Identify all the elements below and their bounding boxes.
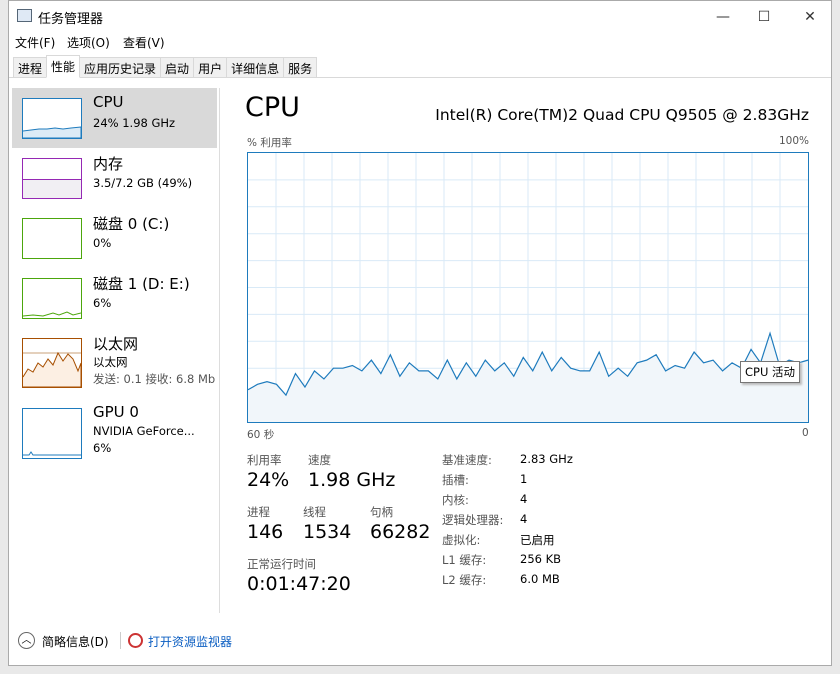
task-manager-icon — [17, 9, 32, 22]
cpu-thumbnail — [22, 98, 82, 139]
thread-label: 线程 — [303, 505, 326, 519]
sidebar-ethernet-sub: 以太网 — [93, 355, 128, 369]
resource-sidebar: CPU 24% 1.98 GHz 内存 3.5/7.2 GB (49%) 磁盘 … — [12, 88, 217, 459]
spec-value: 4 — [520, 512, 528, 526]
sidebar-cpu-name: CPU — [93, 93, 124, 111]
gpu-thumbnail — [22, 408, 82, 459]
uptime-label: 正常运行时间 — [247, 557, 316, 571]
tab-divider — [9, 77, 831, 78]
process-value: 146 — [247, 521, 284, 543]
spec-label: 逻辑处理器: — [442, 513, 504, 527]
speed-value: 1.98 GHz — [308, 469, 396, 491]
sidebar-gpu-sub: NVIDIA GeForce... — [93, 424, 195, 438]
memory-thumbnail — [22, 158, 82, 199]
spec-label: L1 缓存: — [442, 553, 487, 567]
uptime-value: 0:01:47:20 — [247, 573, 351, 595]
sidebar-item-cpu[interactable]: CPU 24% 1.98 GHz — [12, 88, 217, 148]
minimize-button[interactable]: — — [716, 9, 730, 25]
spec-label: 基准速度: — [442, 453, 492, 467]
tab-performance[interactable]: 性能 — [46, 55, 81, 78]
cpu-usage-area — [248, 333, 808, 422]
disk0-thumbnail — [22, 218, 82, 259]
menu-view[interactable]: 查看(V) — [123, 36, 165, 50]
menu-file[interactable]: 文件(F) — [15, 36, 56, 50]
pane-divider[interactable] — [219, 88, 220, 613]
sidebar-item-disk0[interactable]: 磁盘 0 (C:) 0% — [12, 208, 217, 268]
spec-row: L1 缓存: 256 KB — [442, 552, 561, 568]
tab-app-history[interactable]: 应用历史记录 — [79, 57, 162, 78]
tab-details[interactable]: 详细信息 — [226, 57, 285, 78]
spec-label: 内核: — [442, 493, 469, 507]
tab-bar: 进程 性能 应用历史记录 启动 用户 详细信息 服务 — [13, 55, 318, 78]
sidebar-ethernet-traffic: 发送: 0.1 接收: 6.8 Mb — [93, 372, 216, 386]
spec-row: 逻辑处理器: 4 — [442, 512, 527, 528]
tab-startup[interactable]: 启动 — [160, 57, 195, 78]
cpu-usage-chart — [247, 152, 809, 423]
spec-value: 4 — [520, 492, 528, 506]
ethernet-thumbnail — [22, 338, 82, 388]
tab-processes[interactable]: 进程 — [13, 57, 48, 78]
spec-value: 1 — [520, 472, 528, 486]
spec-value: 2.83 GHz — [520, 452, 573, 466]
cpu-usage-line — [247, 331, 809, 397]
sidebar-ethernet-name: 以太网 — [93, 335, 139, 353]
sidebar-item-disk1[interactable]: 磁盘 1 (D: E:) 6% — [12, 268, 217, 328]
window-title: 任务管理器 — [38, 12, 104, 27]
thread-value: 1534 — [303, 521, 352, 543]
open-resource-monitor-link[interactable]: 打开资源监视器 — [148, 635, 233, 649]
handle-label: 句柄 — [370, 505, 393, 519]
util-value: 24% — [247, 469, 290, 491]
sidebar-gpu-name: GPU 0 — [93, 403, 139, 421]
sidebar-cpu-sub: 24% 1.98 GHz — [93, 116, 176, 130]
y-axis-max: 100% — [778, 135, 809, 147]
task-manager-window: 任务管理器 — ☐ ✕ 文件(F) 选项(O) 查看(V) 进程 性能 应用历史… — [8, 0, 832, 666]
spec-value: 已启用 — [520, 533, 555, 547]
sidebar-disk0-sub: 0% — [93, 236, 112, 250]
sidebar-gpu-util: 6% — [93, 441, 112, 455]
footer-divider — [120, 632, 121, 649]
spec-label: L2 缓存: — [442, 573, 487, 587]
spec-label: 虚拟化: — [442, 533, 481, 547]
sidebar-item-ethernet[interactable]: 以太网 以太网 发送: 0.1 接收: 6.8 Mb — [12, 328, 217, 398]
sidebar-memory-name: 内存 — [93, 155, 124, 173]
process-label: 进程 — [247, 505, 270, 519]
x-axis-left: 60 秒 — [247, 429, 275, 441]
spec-label: 插槽: — [442, 473, 469, 487]
fewer-details-button[interactable]: 简略信息(D) — [42, 635, 109, 649]
spec-row: 虚拟化: 已启用 — [442, 532, 555, 548]
handle-value: 66282 — [370, 521, 431, 543]
resource-monitor-icon — [128, 633, 143, 648]
maximize-button[interactable]: ☐ — [757, 9, 771, 25]
sidebar-disk0-name: 磁盘 0 (C:) — [93, 215, 170, 233]
spec-value: 6.0 MB — [520, 572, 560, 586]
close-button[interactable]: ✕ — [804, 9, 816, 25]
speed-label: 速度 — [308, 453, 331, 467]
spec-row: L2 缓存: 6.0 MB — [442, 572, 560, 588]
page-title: CPU — [245, 92, 300, 123]
spec-value: 256 KB — [520, 552, 562, 566]
chart-border — [247, 152, 809, 423]
sidebar-item-gpu[interactable]: GPU 0 NVIDIA GeForce... 6% — [12, 398, 217, 459]
sidebar-disk1-name: 磁盘 1 (D: E:) — [93, 275, 190, 293]
x-axis-right: 0 — [802, 427, 809, 439]
sidebar-disk1-sub: 6% — [93, 296, 112, 310]
cpu-model: Intel(R) Core(TM)2 Quad CPU Q9505 @ 2.83… — [435, 106, 809, 124]
tab-services[interactable]: 服务 — [283, 57, 318, 78]
spec-row: 插槽: 1 — [442, 472, 527, 488]
sidebar-item-memory[interactable]: 内存 3.5/7.2 GB (49%) — [12, 148, 217, 208]
cpu-activity-tooltip: CPU 活动 — [740, 361, 801, 383]
y-axis-label: % 利用率 — [247, 137, 292, 149]
tab-users[interactable]: 用户 — [193, 57, 228, 78]
spec-row: 内核: 4 — [442, 492, 527, 508]
sidebar-memory-sub: 3.5/7.2 GB (49%) — [93, 176, 193, 190]
menu-options[interactable]: 选项(O) — [67, 36, 110, 50]
chevron-up-icon[interactable]: ︿ — [18, 632, 35, 649]
disk1-thumbnail — [22, 278, 82, 319]
util-label: 利用率 — [247, 453, 282, 467]
spec-row: 基准速度: 2.83 GHz — [442, 452, 573, 468]
